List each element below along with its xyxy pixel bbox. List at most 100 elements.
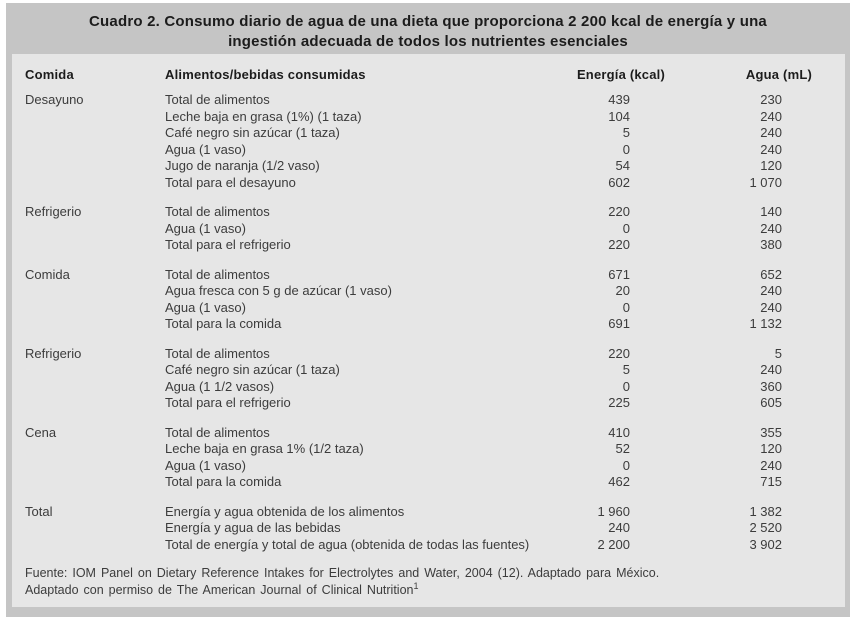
water-cell: 605 <box>760 395 782 410</box>
meal-cell <box>25 175 165 192</box>
water-cell: 240 <box>760 362 782 377</box>
table-row: Total para el desayuno 602 1 070 <box>25 175 831 192</box>
table-row: Total para la comida 462 715 <box>25 474 831 491</box>
water-cell: 140 <box>760 204 782 219</box>
water-cell: 1 382 <box>749 503 782 519</box>
item-cell: Total de alimentos <box>165 204 270 219</box>
table-row: Agua (1 vaso) 0 240 <box>25 221 831 238</box>
item-cell: Leche baja en grasa (1%) (1 taza) <box>165 108 362 124</box>
table-row: Energía y agua de las bebidas 240 2 520 <box>25 520 831 537</box>
item-cell: Jugo de naranja (1/2 vaso) <box>165 158 320 173</box>
table-row: Total para el refrigerio 225 605 <box>25 395 831 412</box>
energy-cell: 0 <box>622 220 630 236</box>
meal-cell: Desayuno <box>25 92 84 107</box>
item-cell: Total de energía y total de agua (obteni… <box>165 536 530 552</box>
item-cell: Total de alimentos <box>165 92 270 107</box>
meal-cell <box>25 520 165 537</box>
water-cell: 240 <box>760 457 782 473</box>
meal-cell <box>25 221 165 238</box>
meal-cell <box>25 142 165 159</box>
meal-cell <box>25 125 165 142</box>
energy-cell: 54 <box>615 158 630 173</box>
water-cell: 3 902 <box>749 536 782 552</box>
table-row: Desayuno Total de alimentos 439 230 <box>25 92 831 109</box>
item-cell: Café negro sin azúcar (1 taza) <box>165 362 340 377</box>
table-row: Agua (1 vaso) 0 240 <box>25 458 831 475</box>
table-row: Agua (1 vaso) 0 240 <box>25 300 831 317</box>
energy-cell: 0 <box>622 141 630 157</box>
energy-cell: 240 <box>608 520 630 535</box>
meal-cell <box>25 300 165 317</box>
energy-cell: 220 <box>608 237 630 252</box>
item-cell: Total para la comida <box>165 474 282 489</box>
table-body: Desayuno Total de alimentos 439 230 Leche ba… <box>25 92 831 553</box>
energy-cell: 20 <box>615 283 630 298</box>
water-cell: 240 <box>760 283 782 298</box>
table-row: Total Energía y agua obtenida de los alim… <box>25 491 831 521</box>
water-cell: 240 <box>760 125 782 140</box>
energy-cell: 220 <box>608 345 630 361</box>
water-cell: 240 <box>760 141 782 157</box>
energy-cell: 220 <box>608 204 630 219</box>
item-cell: Agua fresca con 5 g de azúcar (1 vaso) <box>165 283 392 298</box>
table-row: Leche baja en grasa 1% (1/2 taza) 52 120 <box>25 441 831 458</box>
meal-cell <box>25 109 165 126</box>
meal-cell <box>25 158 165 175</box>
energy-cell: 602 <box>608 174 630 190</box>
table-row: Total para la comida 691 1 132 <box>25 316 831 333</box>
energy-cell: 410 <box>608 424 630 440</box>
meal-cell <box>25 441 165 458</box>
item-cell: Total de alimentos <box>165 345 270 361</box>
item-cell: Agua (1 vaso) <box>165 457 246 473</box>
meal-cell <box>25 362 165 379</box>
meal-cell <box>25 537 165 554</box>
meal-cell <box>25 458 165 475</box>
water-cell: 230 <box>760 92 782 107</box>
table-row: Total de energía y total de agua (obteni… <box>25 537 831 554</box>
footnote-permission-text: Adaptado con permiso de The American Jou… <box>25 583 414 597</box>
table-title: Cuadro 2. Consumo diario de agua de una … <box>6 3 850 52</box>
meal-cell <box>25 316 165 333</box>
energy-cell: 691 <box>608 316 630 331</box>
meal-cell: Cena <box>25 424 57 440</box>
item-cell: Agua (1 vaso) <box>165 299 246 315</box>
energy-cell: 1 960 <box>597 503 630 519</box>
meal-cell <box>25 237 165 254</box>
item-cell: Total de alimentos <box>165 424 270 440</box>
meal-cell: Refrigerio <box>25 345 82 361</box>
energy-cell: 0 <box>622 457 630 473</box>
meal-cell <box>25 283 165 300</box>
meal-cell <box>25 379 165 396</box>
meal-cell: Refrigerio <box>25 204 82 219</box>
energy-cell: 0 <box>622 378 630 394</box>
water-cell: 240 <box>760 220 782 236</box>
table-row: Café negro sin azúcar (1 taza) 5 240 <box>25 125 831 142</box>
table-row: Cena Total de alimentos 410 355 <box>25 412 831 442</box>
water-cell: 1 132 <box>749 316 782 331</box>
column-header-agua: Agua (mL) <box>745 67 812 82</box>
table-title-line-1: Cuadro 2. Consumo diario de agua de una … <box>89 13 767 30</box>
footnote-permission: Adaptado con permiso de The American Jou… <box>25 581 831 599</box>
meal-cell <box>25 395 165 412</box>
energy-cell: 5 <box>622 362 630 377</box>
item-cell: Leche baja en grasa 1% (1/2 taza) <box>165 441 364 456</box>
table-header: Comida Alimentos/bebidas consumidas Ener… <box>25 54 831 92</box>
table-row: Total para el refrigerio 220 380 <box>25 237 831 254</box>
energy-cell: 0 <box>622 299 630 315</box>
water-cell: 240 <box>760 299 782 315</box>
item-cell: Total para el refrigerio <box>165 395 291 410</box>
footnotes: Fuente: IOM Panel on Dietary Reference I… <box>25 565 831 599</box>
water-cell: 380 <box>760 237 782 252</box>
item-cell: Total para la comida <box>165 316 282 331</box>
water-cell: 1 070 <box>749 174 782 190</box>
table-row: Agua (1 1/2 vasos) 0 360 <box>25 379 831 396</box>
water-cell: 5 <box>774 345 782 361</box>
water-cell: 715 <box>760 474 782 489</box>
energy-cell: 462 <box>608 474 630 489</box>
diet-table: Comida Alimentos/bebidas consumidas Ener… <box>25 54 831 553</box>
table-title-line-2: ingestión adecuada de todos los nutrient… <box>228 33 628 50</box>
column-header-alimentos: Alimentos/bebidas consumidas <box>165 67 366 82</box>
water-cell: 120 <box>760 441 782 456</box>
item-cell: Total de alimentos <box>165 266 270 282</box>
